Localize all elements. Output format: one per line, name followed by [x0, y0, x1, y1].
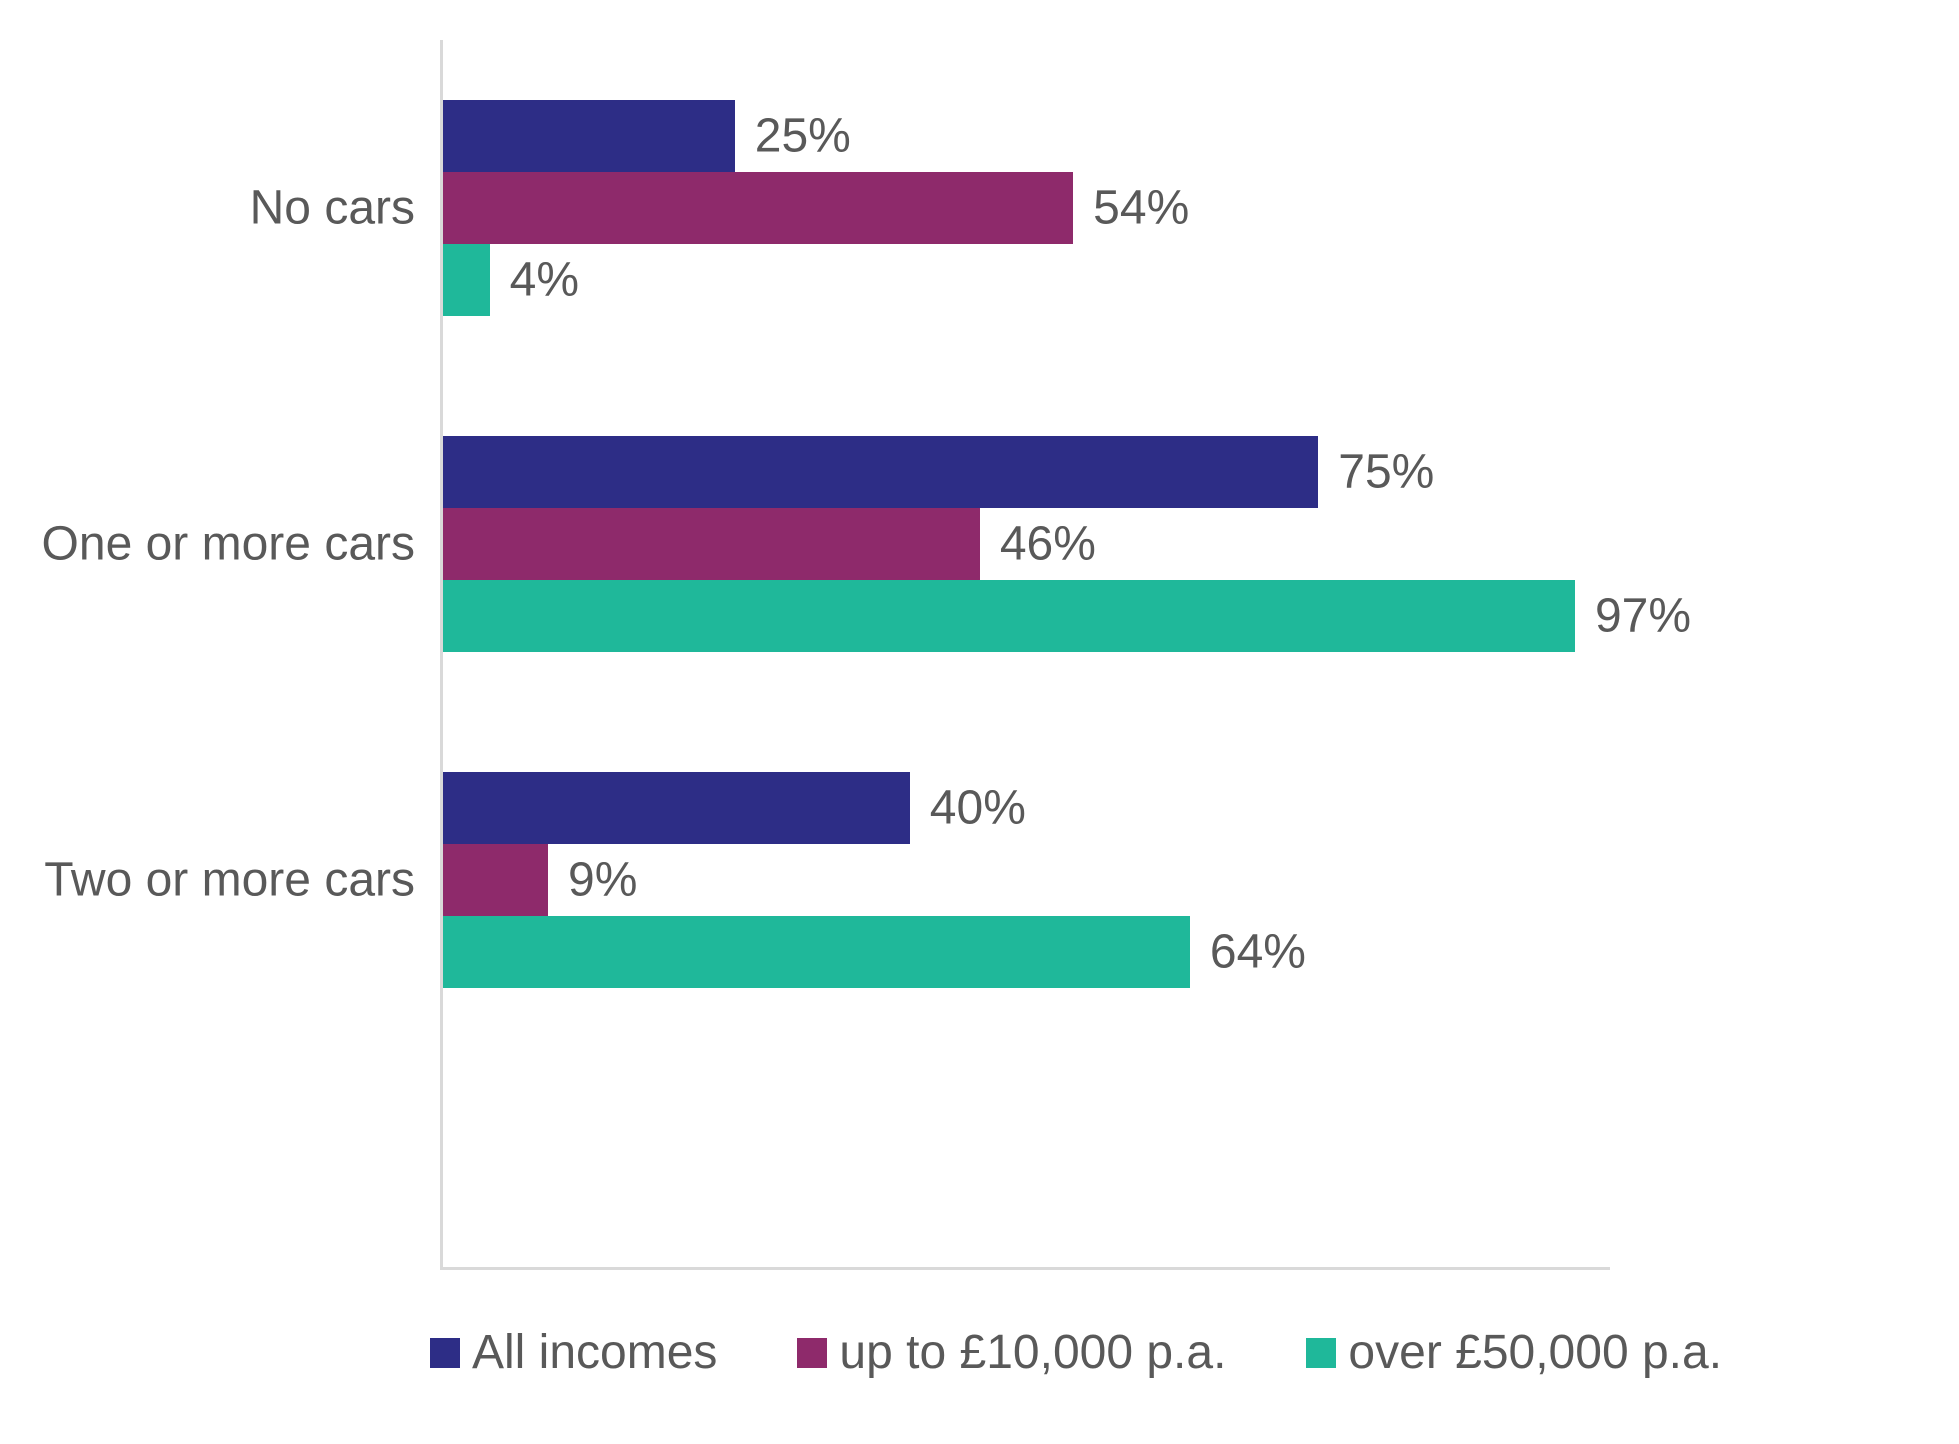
- bar-value-label: 97%: [1595, 589, 1691, 644]
- bar-value-label: 40%: [930, 781, 1026, 836]
- legend-swatch: [797, 1338, 827, 1368]
- legend-swatch: [1306, 1338, 1336, 1368]
- legend-label: up to £10,000 p.a.: [839, 1325, 1226, 1380]
- legend-item-low: up to £10,000 p.a.: [797, 1325, 1226, 1380]
- bar-high: 4%: [443, 244, 490, 316]
- category-label: Two or more cars: [44, 853, 415, 908]
- bar-all: 40%: [443, 772, 910, 844]
- plot-area: No cars25%54%4%One or more cars75%46%97%…: [440, 40, 1610, 1270]
- bar-low: 9%: [443, 844, 548, 916]
- bar-all: 75%: [443, 436, 1318, 508]
- bar-value-label: 64%: [1210, 925, 1306, 980]
- bar-high: 64%: [443, 916, 1190, 988]
- bar-low: 54%: [443, 172, 1073, 244]
- bar-high: 97%: [443, 580, 1575, 652]
- legend-label: over £50,000 p.a.: [1348, 1325, 1722, 1380]
- car-ownership-chart: No cars25%54%4%One or more cars75%46%97%…: [0, 0, 1959, 1444]
- category-label: One or more cars: [42, 517, 415, 572]
- legend-item-high: over £50,000 p.a.: [1306, 1325, 1722, 1380]
- bar-value-label: 9%: [568, 853, 637, 908]
- legend-item-all: All incomes: [430, 1325, 717, 1380]
- bar-value-label: 54%: [1093, 181, 1189, 236]
- bar-value-label: 75%: [1338, 445, 1434, 500]
- category-label: No cars: [250, 181, 415, 236]
- legend: All incomes up to £10,000 p.a. over £50,00…: [430, 1325, 1722, 1380]
- bar-value-label: 46%: [1000, 517, 1096, 572]
- legend-label: All incomes: [472, 1325, 717, 1380]
- bar-value-label: 4%: [510, 253, 579, 308]
- bar-low: 46%: [443, 508, 980, 580]
- bar-value-label: 25%: [755, 109, 851, 164]
- legend-swatch: [430, 1338, 460, 1368]
- bar-all: 25%: [443, 100, 735, 172]
- x-axis: [440, 1267, 1610, 1270]
